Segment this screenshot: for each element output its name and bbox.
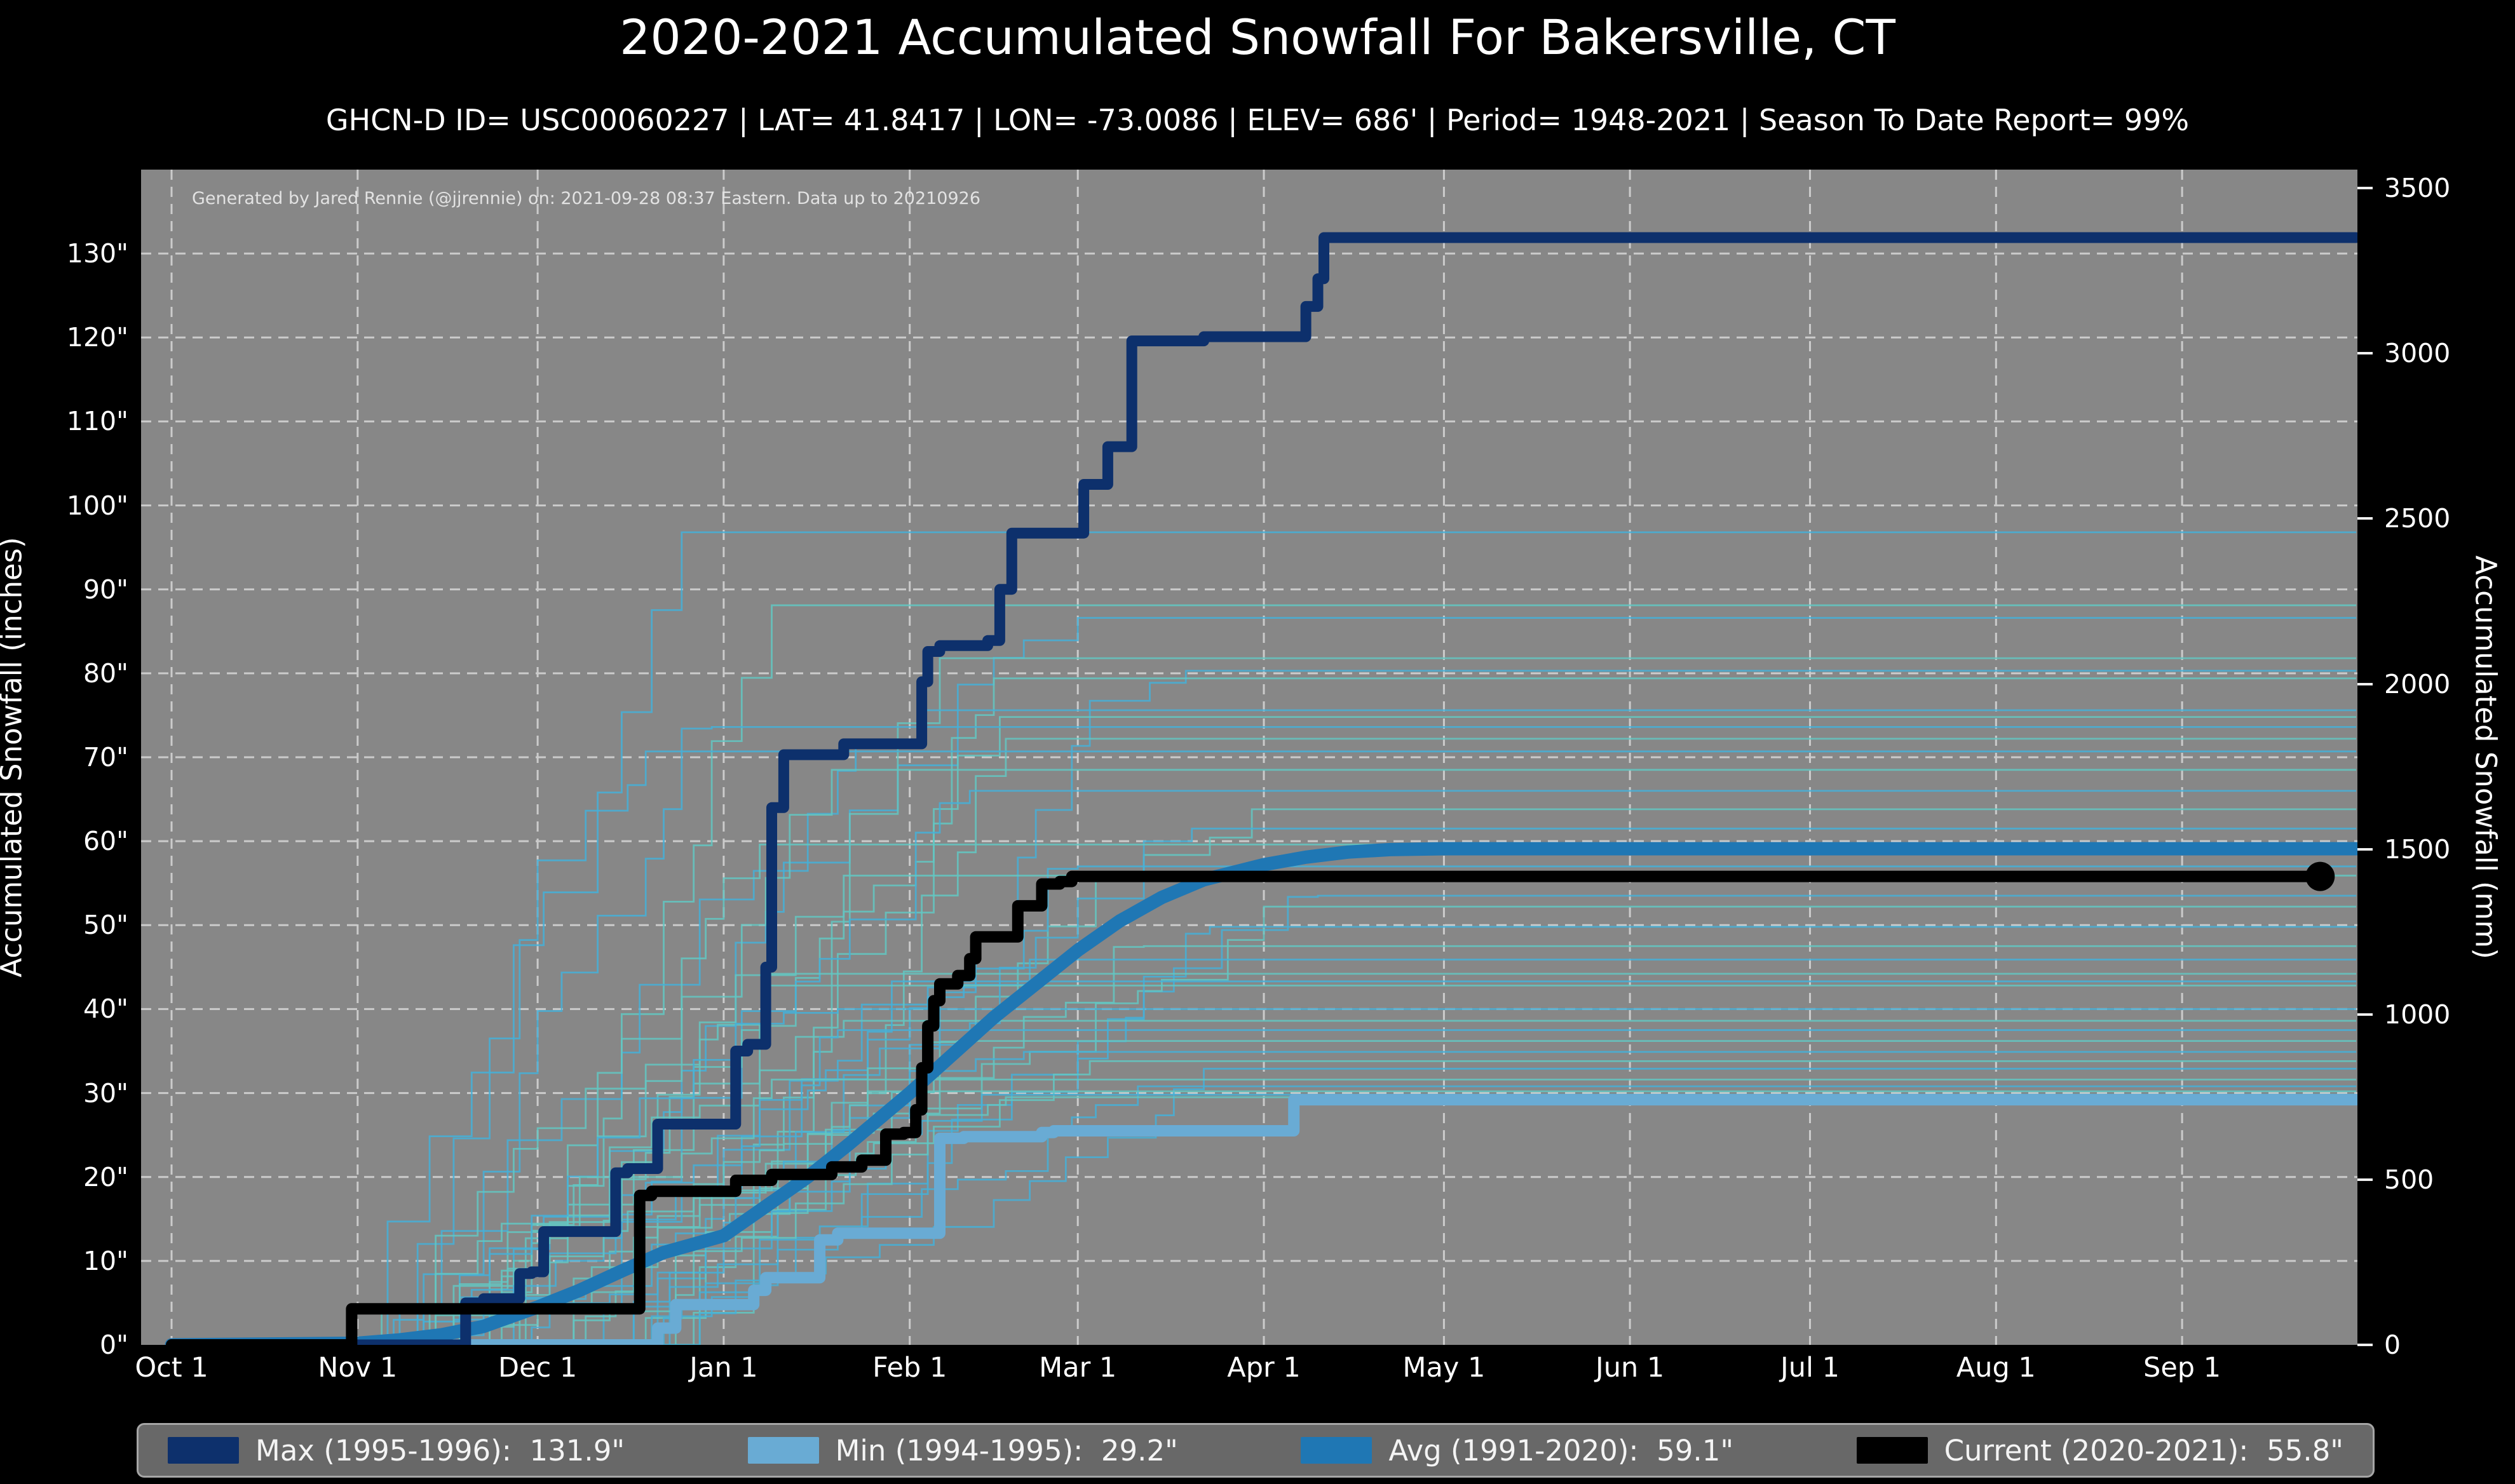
x-tick-label: Nov 1 — [318, 1352, 398, 1384]
x-tick-label: Jun 1 — [1596, 1352, 1665, 1384]
y-right-tick-mark — [2357, 1178, 2373, 1181]
ensemble-line — [172, 1096, 2356, 1345]
y-right-tick-mark — [2357, 1013, 2373, 1016]
y-left-tick-label: 30" — [83, 1077, 128, 1109]
y-right-tick-mark — [2357, 187, 2373, 190]
legend: Max (1995-1996): 131.9" Min (1994-1995):… — [137, 1423, 2375, 1478]
y-left-tick-label: 80" — [83, 658, 128, 689]
watermark-text: Generated by Jared Rennie (@jjrennie) on… — [192, 189, 981, 208]
y-left-tick-label: 110" — [66, 406, 128, 437]
ensemble-line — [172, 709, 2356, 1345]
legend-item-max: Max (1995-1996): 131.9" — [168, 1434, 625, 1467]
ensemble-line — [172, 716, 2356, 1345]
avg-line-swatch — [1301, 1437, 1373, 1464]
y-left-tick-label: 10" — [83, 1245, 128, 1276]
ensemble-line — [172, 738, 2356, 1345]
chart-svg — [141, 170, 2357, 1345]
x-tick-label: May 1 — [1402, 1352, 1486, 1384]
y-right-tick-label: 500 — [2384, 1164, 2434, 1195]
current-line-swatch — [1856, 1437, 1928, 1464]
min-line-swatch — [747, 1437, 819, 1464]
legend-label-min: Min (1994-1995): 29.2" — [835, 1433, 1178, 1467]
y-right-tick-label: 2000 — [2384, 668, 2451, 699]
current-series-line — [166, 870, 2326, 1345]
legend-item-avg: Avg (1991-2020): 59.1" — [1301, 1434, 1733, 1467]
y-right-tick-mark — [2357, 682, 2373, 685]
y-left-tick-label: 130" — [66, 238, 128, 269]
y-left-tick-label: 50" — [83, 910, 128, 941]
y-left-tick-label: 70" — [83, 742, 128, 772]
y-right-tick-label: 2500 — [2384, 503, 2451, 534]
max-line-swatch — [168, 1437, 239, 1464]
ensemble-line — [172, 531, 2356, 1345]
x-tick-label: Apr 1 — [1227, 1352, 1301, 1384]
page-title: 2020-2021 Accumulated Snowfall For Baker… — [620, 9, 1895, 65]
y-left-tick-label: 100" — [66, 490, 128, 521]
y-right-tick-mark — [2357, 1344, 2373, 1346]
legend-label-current: Current (2020-2021): 55.8" — [1944, 1433, 2343, 1467]
legend-label-max: Max (1995-1996): 131.9" — [255, 1433, 625, 1467]
avg-series-line — [165, 842, 2357, 1345]
y-right-tick-label: 3500 — [2384, 173, 2451, 204]
y-left-tick-label: 40" — [83, 994, 128, 1025]
ensemble-line — [172, 750, 2356, 1345]
y-left-tick-label: 20" — [83, 1161, 128, 1192]
x-tick-label: Jul 1 — [1780, 1352, 1840, 1384]
x-tick-label: Sep 1 — [2143, 1352, 2221, 1384]
x-tick-label: Dec 1 — [498, 1352, 578, 1384]
max-series-line — [166, 232, 2357, 1345]
ensemble-line — [172, 865, 2356, 1345]
y-right-tick-label: 1000 — [2384, 999, 2451, 1030]
y-right-tick-label: 3000 — [2384, 338, 2451, 369]
ensemble-line — [172, 1093, 2356, 1345]
legend-item-current: Current (2020-2021): 55.8" — [1856, 1433, 2343, 1467]
x-tick-label: Aug 1 — [1956, 1352, 2036, 1384]
current-endpoint-dot — [2305, 861, 2335, 891]
ensemble-line — [172, 1020, 2356, 1345]
x-tick-label: Oct 1 — [135, 1352, 208, 1384]
station-metadata-subtitle: GHCN-D ID= USC00060227 | LAT= 41.8417 | … — [325, 103, 2190, 137]
gridlines — [141, 170, 2357, 1345]
min-series-line — [166, 1094, 2357, 1345]
y-left-tick-label: 60" — [83, 826, 128, 857]
y-right-tick-mark — [2357, 847, 2373, 851]
y-right-tick-mark — [2357, 517, 2373, 520]
y-right-tick-label: 1500 — [2384, 833, 2451, 865]
y-right-tick-mark — [2357, 352, 2373, 355]
legend-item-min: Min (1994-1995): 29.2" — [747, 1433, 1178, 1467]
y-left-tick-label: 120" — [66, 322, 128, 353]
ensemble-line — [172, 808, 2356, 1345]
ensemble-line — [172, 844, 2356, 1345]
ensemble-line — [172, 670, 2356, 1345]
y-left-tick-label: 0" — [100, 1330, 128, 1360]
x-tick-label: Mar 1 — [1039, 1352, 1117, 1384]
plot-area: Generated by Jared Rennie (@jjrennie) on… — [141, 170, 2357, 1345]
x-tick-label: Jan 1 — [689, 1352, 758, 1384]
legend-label-avg: Avg (1991-2020): 59.1" — [1388, 1433, 1734, 1467]
y-left-tick-label: 90" — [83, 574, 128, 605]
x-tick-label: Feb 1 — [872, 1352, 947, 1384]
ensemble-line — [172, 827, 2356, 1345]
y-right-tick-label: 0 — [2384, 1330, 2401, 1360]
